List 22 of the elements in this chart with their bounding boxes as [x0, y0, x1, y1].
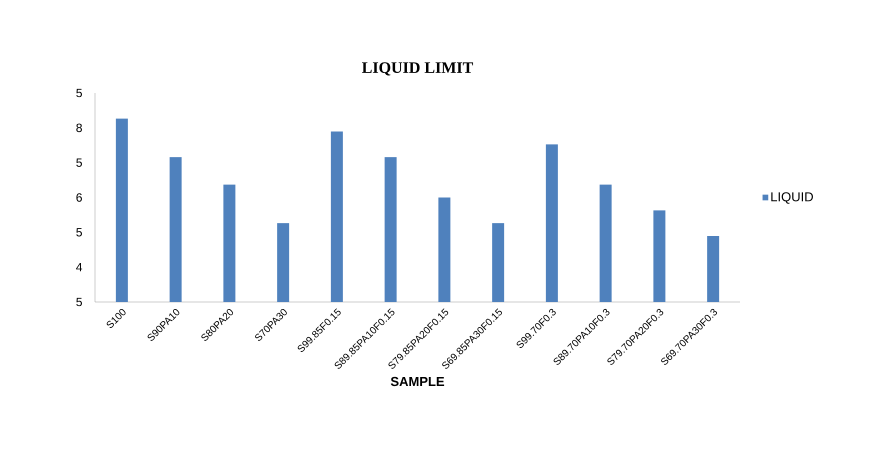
bar	[223, 184, 236, 302]
x-axis-title: SAMPLE	[390, 376, 444, 386]
bar	[600, 184, 612, 302]
chart-title: LIQUID LIMIT	[362, 62, 474, 76]
text: 4	[76, 263, 82, 272]
bar	[330, 132, 343, 302]
text: 8	[76, 124, 82, 132]
bar	[653, 210, 666, 302]
bar	[492, 223, 504, 302]
bar	[170, 157, 182, 302]
text: 5	[76, 228, 82, 237]
legend-label: LIQUID	[771, 192, 813, 204]
bar	[438, 198, 450, 302]
bar	[546, 144, 558, 302]
text: 5	[76, 88, 82, 98]
text: 6	[76, 193, 82, 202]
bar	[384, 157, 397, 302]
text: 5	[76, 158, 82, 167]
bar	[707, 236, 720, 302]
bar	[116, 118, 128, 302]
bar	[277, 223, 290, 302]
text: 5	[76, 298, 82, 306]
